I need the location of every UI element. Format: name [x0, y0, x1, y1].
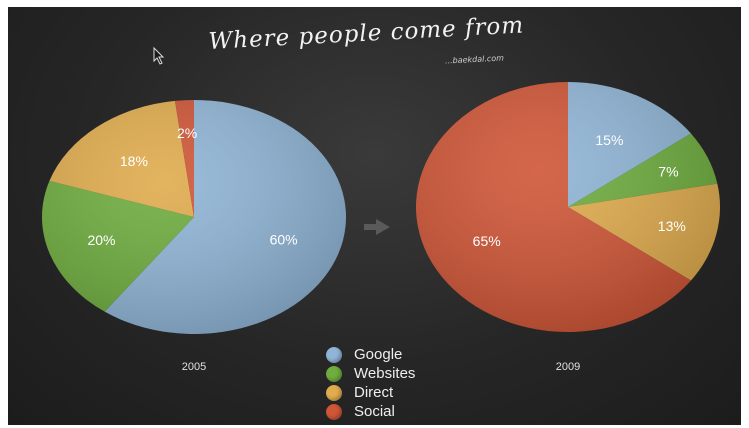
cursor-icon	[153, 46, 165, 65]
legend-item-google: Google	[326, 345, 415, 364]
slide: 60% 20% 18% 2% 2005 15% 7% 13% 65% 2009 Where peo…	[8, 7, 741, 425]
data-label-2009-google: 15%	[595, 132, 623, 148]
pie-shading-2005	[42, 100, 346, 334]
year-label-2005: 2005	[182, 361, 206, 373]
data-label-2005-websites: 20%	[87, 232, 115, 248]
data-label-2005-direct: 18%	[120, 153, 148, 169]
legend-swatch-google	[326, 346, 342, 363]
pie-charts: 60% 20% 18% 2% 2005 15% 7% 13% 65% 2009	[42, 46, 721, 373]
legend-label-social: Social	[354, 403, 395, 420]
legend-item-social: Social	[326, 402, 415, 421]
legend: Google Websites Direct Social	[326, 345, 415, 421]
pie-2005	[42, 100, 347, 335]
legend-label-google: Google	[354, 346, 403, 363]
year-label-2009: 2009	[556, 361, 580, 373]
legend-swatch-websites	[326, 365, 342, 382]
legend-label-direct: Direct	[354, 384, 394, 401]
legend-item-websites: Websites	[326, 364, 415, 383]
legend-item-direct: Direct	[326, 383, 415, 402]
pie-shading-2009	[416, 82, 720, 332]
legend-swatch-social	[326, 403, 342, 420]
data-label-2005-google: 60%	[270, 231, 298, 247]
arrow-icon	[364, 219, 390, 235]
data-label-2009-direct: 13%	[658, 218, 686, 234]
pie-2009	[415, 82, 721, 332]
data-label-2009-websites: 7%	[658, 163, 678, 179]
legend-label-websites: Websites	[354, 365, 416, 382]
legend-swatch-direct	[326, 384, 342, 401]
data-label-2005-social: 2%	[177, 125, 197, 141]
data-label-2009-social: 65%	[473, 233, 501, 249]
